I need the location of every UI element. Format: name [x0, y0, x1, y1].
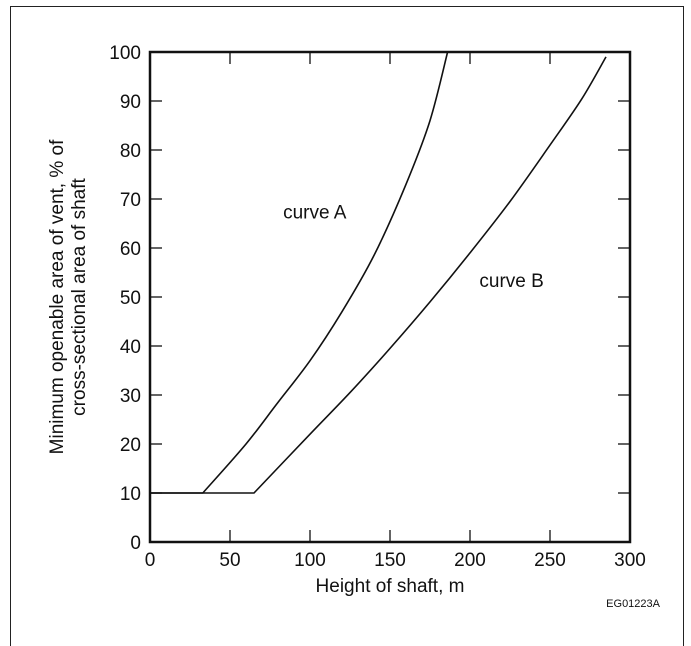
curve-label: curve B [479, 271, 543, 292]
y-axis-title-line-2: cross-sectional area of shaft [69, 177, 90, 415]
series-line-curve-b [150, 56, 607, 494]
y-tick-label: 40 [120, 337, 141, 358]
x-tick-label: 250 [534, 550, 566, 571]
figure-code: EG01223A [606, 598, 660, 610]
annotation-layer: curve A curve B [283, 203, 544, 293]
y-tick-label: 80 [120, 141, 141, 162]
x-tick-label: 100 [294, 550, 326, 571]
x-tick-label: 200 [454, 550, 486, 571]
y-tick-label: 20 [120, 435, 141, 456]
x-tick-label: 150 [374, 550, 406, 571]
x-axis-ticks: 0 50 100 150 200 250 300 [145, 52, 646, 571]
y-tick-label: 60 [120, 239, 141, 260]
x-axis-title: Height of shaft, m [316, 576, 465, 597]
plot-frame [148, 50, 632, 544]
x-tick-label: 0 [145, 550, 156, 571]
x-tick-label: 50 [219, 550, 240, 571]
y-axis-title-line-1: Minimum openable area of vent, % of [47, 139, 68, 454]
curve-label: curve A [283, 203, 347, 224]
y-tick-label: 10 [120, 484, 141, 505]
y-tick-label: 30 [120, 386, 141, 407]
series-layer [150, 51, 607, 494]
series-line-curve-a [150, 51, 449, 494]
y-axis-ticks: 0 10 20 30 40 50 60 70 80 90 100 [109, 43, 630, 554]
y-tick-label: 100 [109, 43, 141, 64]
figure-frame [10, 6, 684, 646]
y-tick-label: 50 [120, 288, 141, 309]
y-tick-label: 90 [120, 92, 141, 113]
x-tick-label: 300 [614, 550, 646, 571]
y-tick-label: 0 [130, 533, 141, 554]
y-tick-label: 70 [120, 190, 141, 211]
